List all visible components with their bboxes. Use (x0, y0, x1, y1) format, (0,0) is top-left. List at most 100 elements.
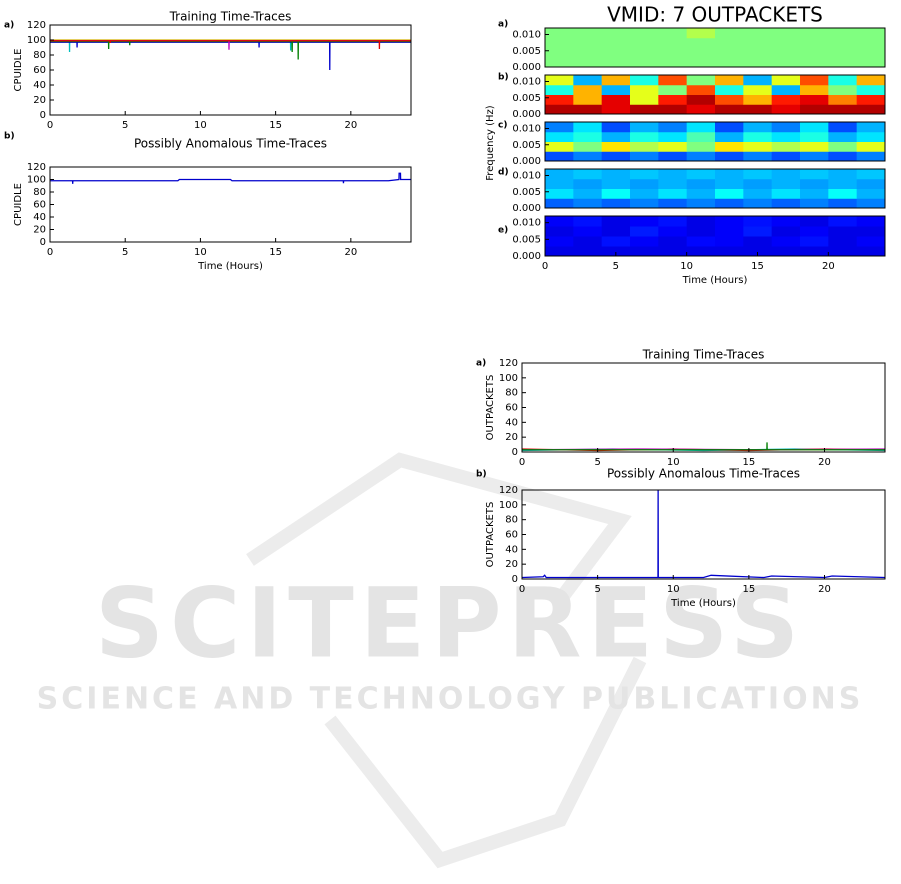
y-tick-label: 0.010 (512, 30, 541, 41)
heatmap-cell (545, 104, 574, 115)
heatmap-cell (771, 246, 801, 257)
heatmap-cell (715, 131, 744, 142)
y-tick-label: 0.010 (512, 77, 541, 88)
heatmap-cell (601, 246, 631, 257)
x-axis-label: Time (Hours) (682, 275, 748, 286)
x-tick-label: 5 (122, 247, 128, 258)
x-tick-label: 5 (594, 457, 600, 468)
heatmap-cell (573, 198, 603, 209)
heatmap-cell (658, 178, 688, 189)
heatmap-cell (715, 75, 744, 86)
heatmap-cell (800, 226, 829, 237)
heatmap-cell (686, 104, 716, 115)
heatmap-cell (601, 122, 631, 133)
heatmap-cell (686, 37, 716, 48)
heatmap-cell (715, 226, 744, 237)
axes-frame (521, 362, 886, 453)
heatmap-cell (828, 131, 858, 142)
heatmap-cell (601, 57, 631, 68)
heatmap-cell (856, 188, 886, 199)
y-tick-label: 40 (505, 544, 518, 555)
heatmap-cell (715, 246, 744, 257)
heatmap-cell (630, 122, 659, 133)
heatmap-cell (743, 236, 773, 247)
panel-label: d) (498, 168, 509, 178)
heatmap-cell (828, 47, 858, 58)
heatmap-cell (856, 37, 886, 48)
heatmap-cell (573, 188, 603, 199)
heatmap-cell (601, 188, 631, 199)
y-tick-label: 60 (33, 65, 46, 76)
heatmap-cell (658, 198, 688, 209)
heatmap-cell (573, 178, 603, 189)
heatmap-cell (771, 141, 801, 152)
x-tick-label: 0 (47, 247, 53, 258)
y-tick-label: 80 (33, 187, 46, 198)
y-tick-label: 0 (40, 110, 46, 121)
heatmap-cell (856, 236, 886, 247)
heatmap-cell (601, 151, 631, 162)
heatmap-cell (856, 28, 886, 39)
heatmap-cell (800, 216, 829, 227)
heatmap-cell (630, 57, 659, 68)
watermark-title: SCITEPRESS (95, 567, 805, 679)
heatmap-cell (630, 37, 659, 48)
y-axis-label: CPUIDLE (13, 183, 24, 226)
heatmap-cell (658, 28, 688, 39)
heatmap-cell (856, 47, 886, 58)
x-tick-label: 5 (122, 120, 128, 131)
heatmap-cell (800, 246, 829, 257)
heatmap-cell (573, 28, 603, 39)
watermark-subtitle: SCIENCE AND TECHNOLOGY PUBLICATIONS (37, 682, 864, 717)
axes-frame (49, 24, 412, 116)
heatmap-cell (686, 131, 716, 142)
y-tick-label: 40 (33, 212, 46, 223)
chart-title: Possibly Anomalous Time-Traces (607, 467, 800, 481)
x-tick-label: 15 (751, 261, 764, 272)
heatmap-cell (800, 169, 829, 180)
y-tick-label: 60 (33, 200, 46, 211)
heatmap-cell (743, 57, 773, 68)
y-tick-label: 0.000 (512, 62, 541, 73)
heatmap-cell (573, 141, 603, 152)
y-tick-label: 100 (499, 373, 518, 384)
heatmap-cell (601, 94, 631, 105)
heatmap-cell (828, 84, 858, 95)
heatmap-cell (601, 141, 631, 152)
y-tick-label: 100 (27, 175, 46, 186)
heatmap-cell (800, 236, 829, 247)
heatmap-cell (630, 216, 659, 227)
heatmap-cell (856, 151, 886, 162)
heatmap-cell (715, 84, 744, 95)
x-tick-label: 15 (269, 247, 282, 258)
heatmap-cell (658, 188, 688, 199)
heatmap-cell (686, 151, 716, 162)
x-tick-label: 5 (594, 584, 600, 595)
y-tick-label: 0.005 (512, 46, 541, 57)
chart-title: Possibly Anomalous Time-Traces (134, 137, 327, 151)
trace-line (50, 40, 411, 53)
heatmap-cell (630, 75, 659, 86)
heatmap-cell (573, 122, 603, 133)
heatmap-cell (573, 169, 603, 180)
heatmap-cell (771, 226, 801, 237)
heatmap-cell (545, 169, 574, 180)
trace-line (50, 40, 411, 50)
y-tick-label: 80 (33, 50, 46, 61)
heatmap-cell (573, 47, 603, 58)
heatmap-cell (630, 28, 659, 39)
heatmap-cell (630, 226, 659, 237)
heatmap-cell (856, 75, 886, 86)
heatmap-cell (573, 104, 603, 115)
panel-label: b) (4, 132, 15, 142)
y-tick-label: 40 (33, 80, 46, 91)
y-tick-label: 0.000 (512, 109, 541, 120)
heatmap-cell (771, 28, 801, 39)
heatmap-cell (771, 151, 801, 162)
heatmap-cell (658, 216, 688, 227)
y-tick-label: 100 (27, 35, 46, 46)
heatmap-cell (800, 198, 829, 209)
heatmap-cell (658, 246, 688, 257)
heatmap-cell (771, 75, 801, 86)
heatmap-cell (743, 47, 773, 58)
